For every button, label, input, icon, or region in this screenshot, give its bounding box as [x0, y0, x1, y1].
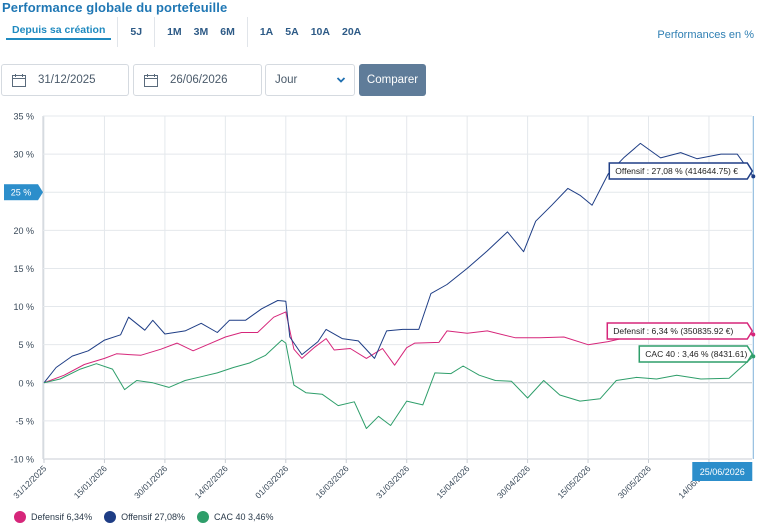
period-group-since-creation: Depuis sa création — [0, 17, 119, 47]
legend-item-defensif[interactable]: Defensif 6,34% — [14, 511, 92, 523]
x-tick-label: 30/05/2026 — [616, 463, 653, 500]
y-axis-marker — [4, 184, 38, 201]
y-tick-label: 20 % — [13, 226, 34, 236]
y-axis-marker-arrow — [38, 184, 43, 201]
end-date-field[interactable]: 26/06/2026 — [133, 64, 262, 96]
x-tick-label: 14/02/2026 — [193, 463, 230, 500]
period-group-years: 1A 5A 10A 20A — [248, 17, 373, 47]
x-tick-label: 30/01/2026 — [132, 463, 169, 500]
period-10y-button[interactable]: 10A — [310, 26, 330, 38]
y-tick-label: 5 % — [18, 340, 34, 350]
y-axis-marker-label: 25 % — [11, 188, 32, 198]
x-tick-label: 15/04/2026 — [434, 463, 471, 500]
chart-legend: Defensif 6,34% Offensif 27,08% CAC 40 3,… — [14, 511, 286, 523]
performance-unit-label: Performances en % — [657, 29, 754, 41]
series-point-marker — [751, 354, 756, 359]
y-axis-ticks: 35 % 30 % 25 % 20 % 15 % 10 % 5 % 0 % -5 % -10 % — [10, 112, 34, 465]
legend-dot-offensif — [104, 511, 117, 523]
y-tick-label: 15 % — [13, 264, 34, 274]
series-point-marker — [751, 332, 756, 337]
legend-value-offensif: 27,08% — [154, 512, 185, 522]
granularity-value: Jour — [275, 74, 298, 86]
series-point-marker — [751, 174, 756, 179]
period-since-creation-button[interactable]: Depuis sa création — [6, 24, 112, 40]
period-selector: Depuis sa création 5J 1M 3M 6M 1A 5A 10A… — [0, 17, 373, 47]
tooltip-text: Offensif : 27,08 % (414644.75) € — [615, 166, 738, 176]
x-tick-label: 15/01/2026 — [72, 463, 109, 500]
y-tick-label: 10 % — [13, 302, 34, 312]
x-tick-label: 16/03/2026 — [314, 463, 351, 500]
tooltip-text: Defensif : 6,34 % (350835.92 €) — [613, 326, 733, 336]
period-3m-button[interactable]: 3M — [193, 26, 209, 38]
compare-button[interactable]: Comparer — [359, 64, 426, 96]
page-title: Performance globale du portefeuille — [2, 0, 228, 15]
y-tick-label: -10 % — [10, 455, 34, 465]
series-line-defensif — [43, 311, 754, 384]
performance-chart: 35 %30 %25 %20 %15 %10 %5 %0 %-5 %-10 % … — [4, 112, 756, 500]
x-tick-label: 01/03/2026 — [253, 463, 290, 500]
x-tick-label: 31/12/2025 — [11, 463, 48, 500]
x-axis-marker-label: 25/06/2026 — [700, 467, 745, 477]
legend-label-offensif: Offensif — [121, 512, 152, 522]
x-tick-label: 15/05/2026 — [555, 463, 592, 500]
chevron-down-icon — [336, 77, 346, 83]
legend-label-defensif: Defensif — [31, 512, 65, 522]
y-tick-label: 0 % — [18, 378, 34, 388]
period-20y-button[interactable]: 20A — [341, 26, 362, 38]
legend-dot-defensif — [14, 511, 26, 523]
period-5y-button[interactable]: 5A — [285, 26, 299, 38]
tooltip-box — [638, 345, 754, 363]
start-date-value: 31/12/2025 — [38, 74, 96, 86]
period-1y-button[interactable]: 1A — [259, 26, 274, 38]
series-line-cac-40 — [43, 339, 754, 429]
tooltip-text: CAC 40 : 3,46 % (8431.61) — [645, 349, 747, 359]
period-5d-button[interactable]: 5J — [130, 26, 143, 38]
granularity-select[interactable]: Jour — [265, 64, 355, 96]
period-group-days: 5J — [118, 17, 156, 47]
legend-item-cac40[interactable]: CAC 40 3,46% — [196, 511, 274, 523]
period-6m-button[interactable]: 6M — [220, 26, 235, 38]
y-tick-label: 30 % — [13, 150, 34, 160]
calendar-icon — [144, 73, 158, 87]
period-group-months: 1M 3M 6M — [155, 17, 248, 47]
legend-label-cac40: CAC 40 — [213, 512, 246, 522]
legend-item-offensif[interactable]: Offensif 27,08% — [104, 511, 185, 523]
x-tick-label: 31/03/2026 — [374, 463, 411, 500]
y-tick-label: -5 % — [15, 416, 34, 426]
chart-tooltips: Defensif : 6,34 % (350835.92 €) Offensif … — [606, 162, 756, 363]
x-tick-label: 30/04/2026 — [495, 463, 532, 500]
legend-dot-cac40 — [196, 511, 209, 523]
legend-value-cac40: 3,46% — [248, 512, 274, 522]
tooltip-box — [606, 322, 754, 340]
end-date-value: 26/06/2026 — [170, 74, 228, 86]
start-date-field[interactable]: 31/12/2025 — [1, 64, 129, 96]
chart-series-lines — [43, 142, 754, 429]
tooltip-box — [608, 162, 754, 180]
chart-markers: 25 % 25/06/2026 — [4, 116, 754, 481]
period-1m-button[interactable]: 1M — [167, 26, 182, 38]
y-tick-label: 35 % — [13, 112, 34, 122]
x-axis-marker — [692, 462, 753, 481]
calendar-icon — [12, 73, 26, 87]
legend-value-defensif: 6,34% — [66, 512, 93, 522]
x-axis-ticks: 31/12/2025 15/01/2026 30/01/2026 14/02/2026… — [11, 463, 713, 500]
